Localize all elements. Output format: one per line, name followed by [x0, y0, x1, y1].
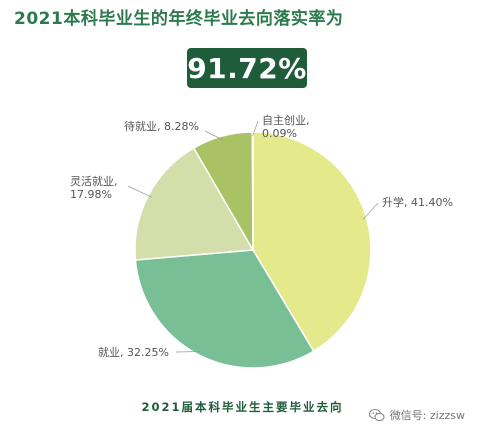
leader-line-1	[362, 202, 379, 220]
page-title: 2021本科毕业生的年终毕业去向落实率为	[14, 9, 344, 29]
watermark: 微信号: zizzsw	[368, 407, 465, 423]
slice-label-1: 升学, 41.40%	[382, 195, 453, 209]
pie-slice-2	[134, 249, 315, 369]
pie-slice-5	[251, 131, 254, 251]
leader-line-5	[252, 120, 259, 137]
leader-line-3	[127, 185, 153, 198]
watermark-text: 微信号: zizzsw	[389, 409, 465, 422]
slice-label-3: 灵活就业, 17.98%	[70, 174, 118, 201]
rate-badge: 91.72%	[187, 48, 307, 88]
pie-slice-1	[252, 131, 372, 353]
wechat-icon	[368, 408, 385, 422]
slice-label-2: 就业, 32.25%	[98, 345, 169, 359]
leader-line-4	[204, 130, 224, 141]
chart-caption: 2021届本科毕业生主要毕业去向	[141, 400, 344, 414]
leader-line-2	[175, 351, 202, 353]
rate-value: 91.72%	[187, 51, 307, 85]
slice-label-5: 自主创业, 0.09%	[262, 114, 310, 140]
slice-label-4: 待就业, 8.28%	[124, 119, 199, 133]
